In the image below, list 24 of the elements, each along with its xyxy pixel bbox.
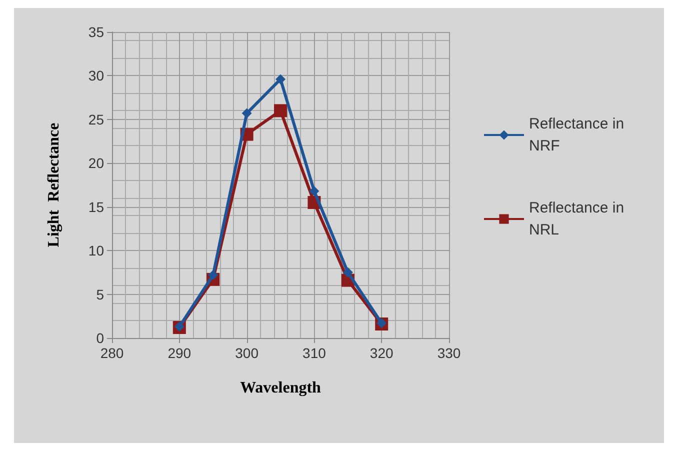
y-tick-label: 20 <box>88 155 104 172</box>
y-tick-label: 0 <box>96 330 104 346</box>
x-tick-label: 330 <box>437 345 461 361</box>
x-tick-label: 290 <box>168 345 192 361</box>
x-tick-label: 310 <box>302 345 326 361</box>
y-tick-label: 30 <box>88 68 104 84</box>
point <box>208 270 218 280</box>
y-tick-label: 35 <box>88 24 104 40</box>
x-tick-label: 280 <box>100 345 124 361</box>
y-tick-label: 10 <box>88 242 104 259</box>
legend-label: Reflectance in NRL <box>529 200 628 238</box>
point <box>342 267 353 278</box>
point <box>242 108 252 118</box>
y-tick-label: 5 <box>96 286 104 302</box>
legend-label: Reflectance in NRF <box>529 116 628 154</box>
x-tick-label: 320 <box>370 345 394 361</box>
point <box>276 74 286 84</box>
x-tick-label: 300 <box>235 345 259 361</box>
point <box>309 186 320 196</box>
y-axis-title: Light Reflectance <box>46 122 62 248</box>
y-tick-label: 25 <box>88 111 104 128</box>
point <box>274 104 287 118</box>
y-tick-label: 15 <box>88 198 104 215</box>
x-axis-title: Wavelength <box>240 380 322 396</box>
